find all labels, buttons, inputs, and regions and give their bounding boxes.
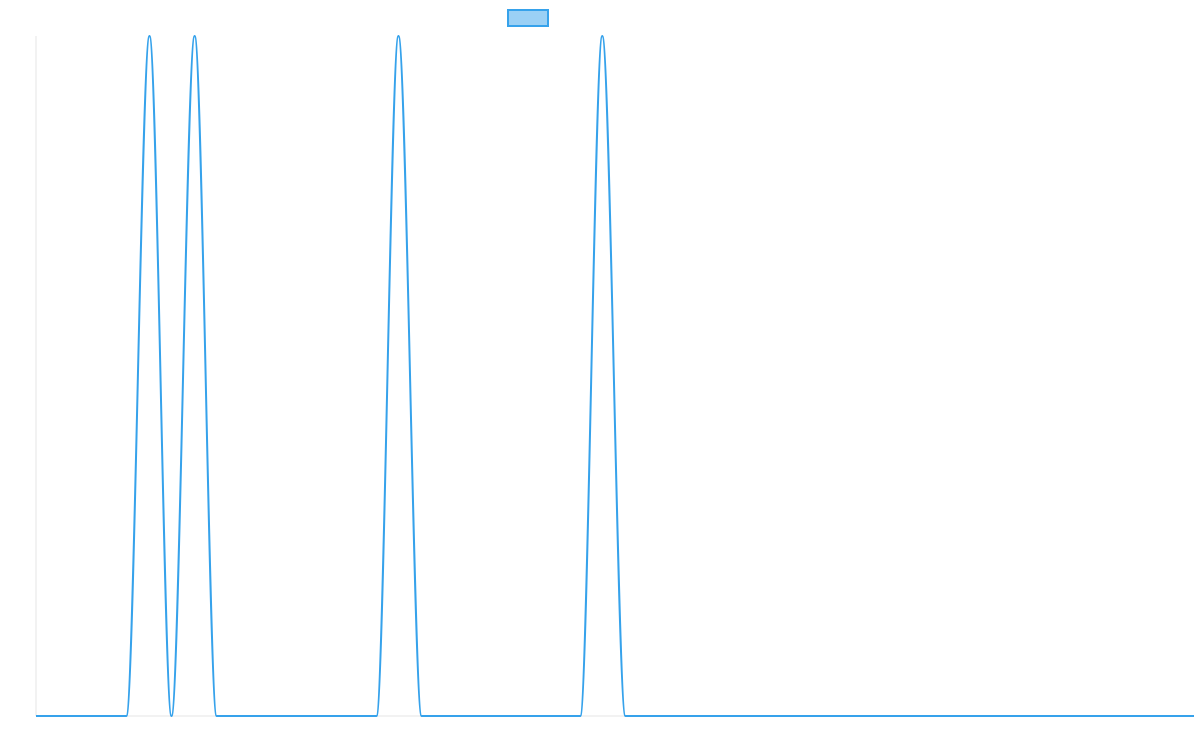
series-group (36, 35, 1194, 718)
series-line (36, 35, 1194, 718)
legend[interactable] (507, 9, 549, 27)
legend-swatch[interactable] (507, 9, 549, 27)
